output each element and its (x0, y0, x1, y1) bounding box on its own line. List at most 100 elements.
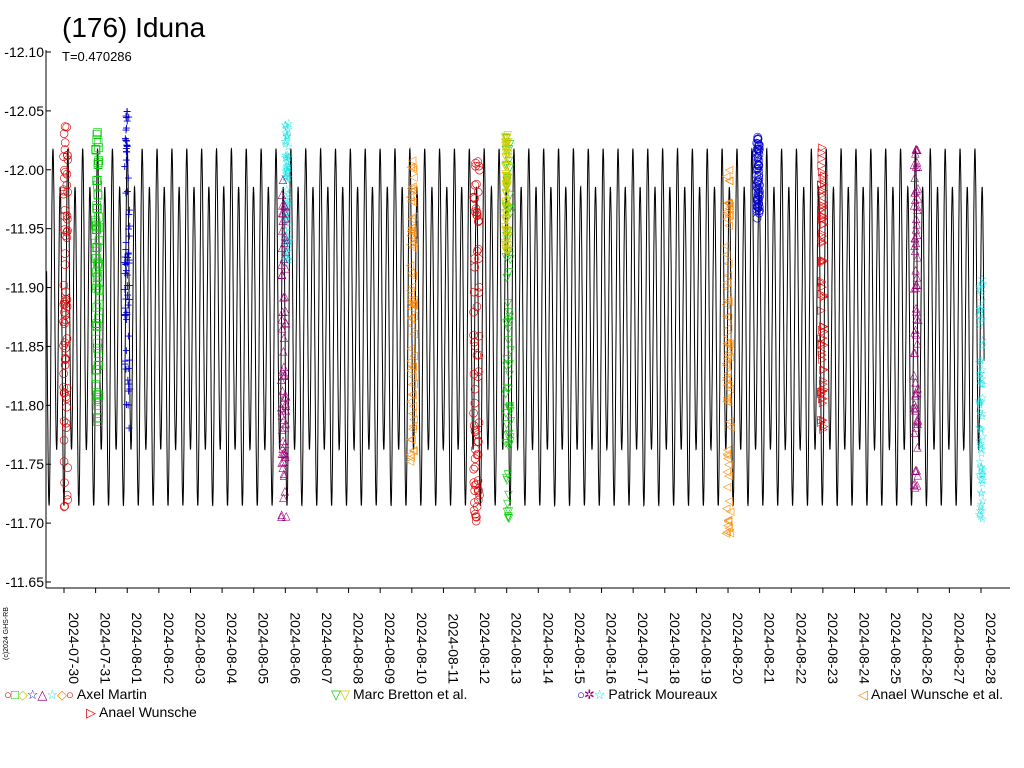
data-point: ☆ (975, 455, 985, 468)
legend-symbol: ☆ (46, 687, 58, 702)
data-point: □ (92, 316, 102, 329)
data-point: △ (911, 231, 920, 244)
data-point: ○ (62, 225, 72, 238)
data-point: ○ (469, 503, 479, 516)
data-point: △ (912, 327, 921, 340)
data-point: ☆ (974, 468, 984, 481)
data-point: ▽ (504, 313, 513, 326)
data-point: ◁ (409, 298, 418, 311)
data-point: ◁ (408, 370, 417, 383)
data-point: ◁ (407, 296, 416, 309)
data-point: ○ (753, 201, 763, 214)
data-point: + (122, 313, 131, 326)
data-point: ○ (752, 161, 762, 174)
series-points: △△△△△△△△△△△△△△△△△△△△△△△△△△△△△△△△△△△△△△△△… (910, 142, 923, 493)
data-point: + (122, 306, 131, 319)
data-point: ○ (752, 163, 762, 176)
data-point: △ (277, 373, 286, 386)
data-point: □ (91, 174, 101, 187)
data-point: △ (911, 388, 920, 401)
data-point: ☆ (978, 277, 988, 290)
data-point: ☆ (975, 501, 985, 514)
data-point: ☆ (280, 209, 290, 222)
data-point: ☆ (976, 442, 986, 455)
data-point: ○ (62, 400, 72, 413)
data-point: □ (92, 201, 102, 214)
data-point: ◁ (409, 195, 418, 208)
series-points: ◁◁◁◁◁◁◁◁◁◁◁◁◁◁◁◁◁◁◁◁◁◁◁◁◁◁◁◁◁◁◁◁◁◁◁◁◁◁◁◁… (722, 163, 735, 540)
data-point: ○ (470, 442, 480, 455)
data-point: ☆ (282, 163, 292, 176)
data-point: ◁ (723, 196, 732, 209)
data-point: ▷ (819, 384, 828, 397)
data-point: □ (90, 142, 100, 155)
data-point: ☆ (282, 183, 292, 196)
data-point: ▷ (818, 183, 827, 196)
data-point: △ (279, 206, 288, 219)
x-tick-label: 2024-08-21 (762, 612, 778, 684)
data-point: + (121, 187, 130, 200)
data-point: ☆ (977, 487, 987, 500)
data-point: ○ (472, 208, 482, 221)
data-point: △ (278, 384, 287, 397)
data-point: ▽ (504, 383, 513, 396)
data-point: ▷ (820, 325, 829, 338)
data-point: ▷ (820, 419, 829, 432)
data-point: ○ (754, 183, 764, 196)
data-point: △ (282, 316, 291, 329)
data-point: ◁ (409, 444, 418, 457)
data-point: □ (92, 256, 102, 269)
data-point: ○ (754, 200, 764, 213)
data-point: ▽ (502, 142, 511, 155)
data-point: ▽ (505, 143, 514, 156)
data-point: ○ (59, 126, 69, 139)
data-point: ○ (61, 352, 71, 365)
data-point: ◁ (722, 378, 731, 391)
data-point: ○ (754, 138, 764, 151)
data-point: ○ (469, 335, 479, 348)
data-point: ▷ (818, 227, 827, 240)
data-point: ◁ (723, 282, 732, 295)
data-point: ◁ (724, 514, 733, 527)
data-point: ◁ (723, 390, 732, 403)
data-point: ○ (753, 181, 763, 194)
data-point: △ (281, 211, 290, 224)
data-point: ▽ (504, 171, 513, 184)
data-point: □ (92, 319, 102, 332)
data-point: ▷ (820, 168, 829, 181)
data-point: ○ (754, 154, 764, 167)
data-point: △ (910, 368, 919, 381)
data-point: △ (910, 476, 919, 489)
data-point: ○ (59, 367, 69, 380)
data-point: ○ (752, 198, 762, 211)
data-point: ▽ (501, 213, 510, 226)
data-point: ▽ (503, 175, 512, 188)
data-point: □ (93, 210, 103, 223)
data-point: ☆ (283, 242, 293, 255)
data-point: ◁ (409, 412, 418, 425)
data-point: + (125, 279, 134, 292)
data-point: ☆ (976, 462, 986, 475)
data-point: ▽ (502, 207, 511, 220)
data-point: △ (279, 251, 288, 264)
data-point: △ (911, 375, 920, 388)
y-tick-label: -11.75 (5, 456, 44, 472)
data-point: ☆ (976, 353, 986, 366)
data-point: ▽ (501, 139, 510, 152)
data-point: + (121, 363, 130, 376)
y-tick-label: -11.90 (5, 280, 44, 296)
data-point: △ (278, 240, 287, 253)
data-point: △ (912, 301, 921, 314)
data-point: ☆ (976, 468, 986, 481)
data-point: ○ (60, 120, 70, 133)
data-point: ▷ (818, 274, 827, 287)
data-point: ○ (752, 151, 762, 164)
data-point: ☆ (282, 130, 292, 143)
data-point: ○ (62, 332, 72, 345)
data-point: ☆ (975, 303, 985, 316)
data-point: ◁ (724, 218, 733, 231)
data-point: ☆ (975, 355, 985, 368)
data-point: ○ (754, 137, 764, 150)
data-point: △ (912, 304, 921, 317)
data-point: ○ (752, 204, 762, 217)
